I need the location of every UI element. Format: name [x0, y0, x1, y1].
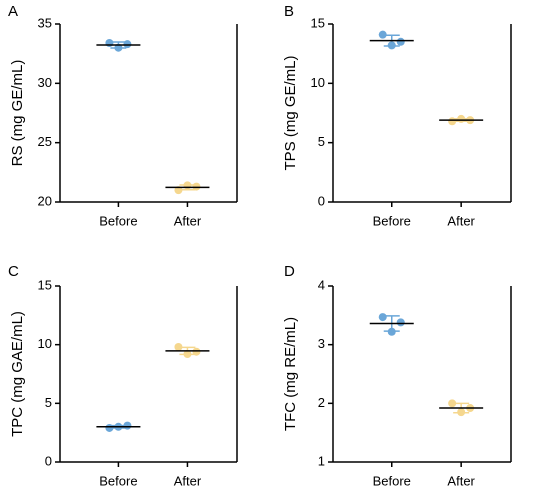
data-point — [174, 343, 183, 352]
x-tick-label: Before — [99, 213, 137, 228]
x-tick-label: Before — [373, 473, 411, 488]
data-point — [183, 181, 192, 190]
y-tick-label: 0 — [318, 193, 325, 208]
y-tick-label: 4 — [318, 277, 325, 292]
y-tick-label: 15 — [311, 15, 325, 30]
y-tick-label: 1 — [318, 453, 325, 468]
data-point — [105, 423, 114, 432]
y-tick-label: 10 — [311, 75, 325, 90]
y-axis-label: TFC (mg RE/mL) — [282, 317, 299, 431]
x-tick-label: After — [447, 473, 475, 488]
panel-letter: D — [284, 263, 295, 280]
y-tick-label: 0 — [45, 453, 52, 468]
y-tick-label: 30 — [38, 75, 52, 90]
data-point — [457, 114, 466, 123]
x-tick-label: Before — [373, 213, 411, 228]
data-point — [378, 313, 387, 322]
data-point — [448, 399, 457, 408]
data-point — [387, 41, 396, 50]
x-tick-label: After — [174, 213, 202, 228]
x-tick-label: After — [447, 213, 475, 228]
y-tick-label: 15 — [38, 277, 52, 292]
data-point — [105, 38, 114, 47]
panel-letter: C — [8, 263, 19, 280]
data-point — [123, 421, 132, 430]
panel-letter: A — [8, 3, 18, 20]
y-axis-label: RS (mg GE/mL) — [9, 60, 26, 167]
y-axis-label: TPS (mg GE/mL) — [282, 55, 299, 170]
y-tick-label: 5 — [318, 134, 325, 149]
data-point — [396, 318, 405, 327]
data-point — [448, 117, 457, 126]
data-point — [123, 40, 132, 49]
y-tick-label: 35 — [38, 15, 52, 30]
panel-letter: B — [284, 3, 294, 20]
data-point — [387, 327, 396, 336]
x-tick-label: Before — [99, 473, 137, 488]
y-tick-label: 5 — [45, 395, 52, 410]
y-tick-label: 3 — [318, 336, 325, 351]
data-point — [396, 37, 405, 46]
y-tick-label: 25 — [38, 134, 52, 149]
y-tick-label: 2 — [318, 395, 325, 410]
data-point — [183, 350, 192, 359]
data-point — [192, 182, 201, 191]
y-axis-label: TPC (mg GAE/mL) — [9, 311, 26, 437]
y-tick-label: 20 — [38, 193, 52, 208]
data-point — [192, 347, 201, 356]
y-tick-label: 10 — [38, 336, 52, 351]
x-tick-label: After — [174, 473, 202, 488]
data-point — [457, 408, 466, 417]
data-point — [378, 30, 387, 39]
